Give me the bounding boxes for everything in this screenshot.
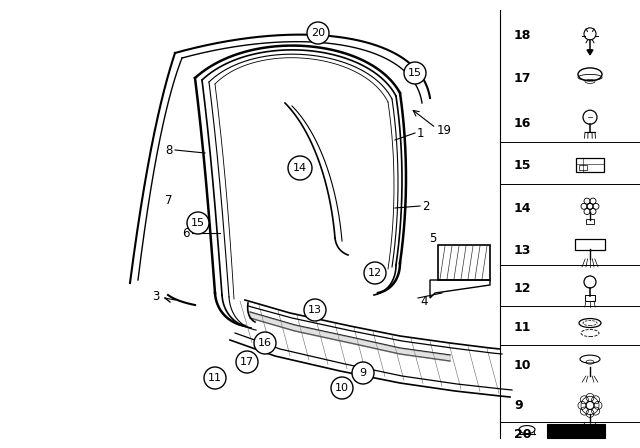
Text: 12: 12 [514,282,531,296]
Circle shape [404,62,426,84]
Text: 00205520: 00205520 [561,431,605,440]
Polygon shape [587,50,593,55]
Text: 3: 3 [152,289,160,302]
Text: 6: 6 [182,227,190,240]
FancyBboxPatch shape [547,423,605,438]
Text: 4: 4 [420,294,428,307]
Circle shape [236,351,258,373]
Text: 13: 13 [514,244,531,258]
Text: 12: 12 [368,268,382,278]
Text: 10: 10 [335,383,349,393]
Text: 11: 11 [208,373,222,383]
Circle shape [307,22,329,44]
Circle shape [304,299,326,321]
Text: 5: 5 [429,232,437,245]
Text: 19: 19 [437,124,452,137]
Text: 15: 15 [514,159,531,172]
Text: 8: 8 [166,143,173,156]
Text: 13: 13 [308,305,322,315]
Text: 14: 14 [514,202,531,215]
Text: 16: 16 [514,116,531,130]
Text: 20: 20 [311,28,325,38]
Text: 7: 7 [164,194,172,207]
Circle shape [204,367,226,389]
Circle shape [352,362,374,384]
Text: 9: 9 [360,368,367,378]
Text: 9: 9 [514,399,523,412]
Circle shape [331,377,353,399]
Circle shape [254,332,276,354]
Text: 14: 14 [293,163,307,173]
Text: 17: 17 [240,357,254,367]
Text: 15: 15 [408,68,422,78]
Circle shape [187,212,209,234]
Text: 16: 16 [258,338,272,348]
Text: 2: 2 [422,199,429,212]
Text: 17: 17 [514,72,531,85]
Text: 20: 20 [514,428,531,441]
Circle shape [364,262,386,284]
Circle shape [288,156,312,180]
Text: 1: 1 [417,126,424,139]
Text: 11: 11 [514,320,531,334]
Text: 15: 15 [191,218,205,228]
Text: 18: 18 [514,29,531,43]
Text: 10: 10 [514,358,531,372]
